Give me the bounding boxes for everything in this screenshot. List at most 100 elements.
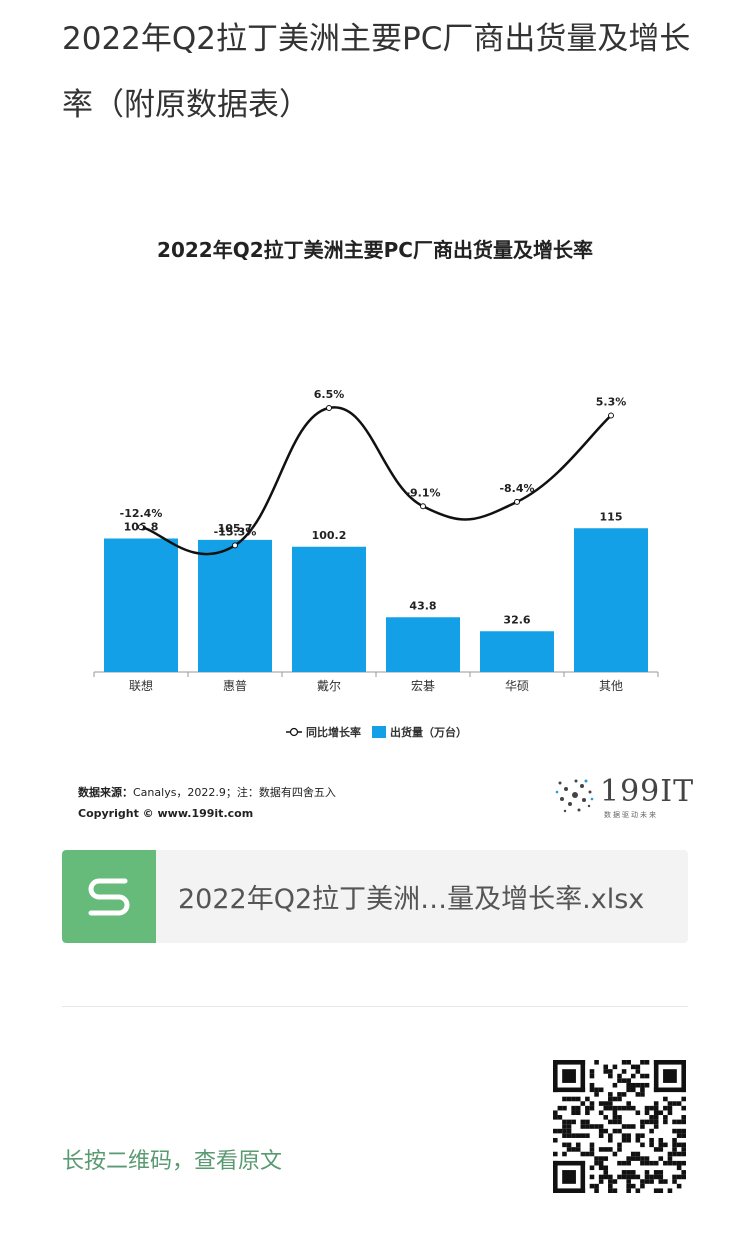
qr-module: [681, 1096, 686, 1102]
qr-module: [663, 1160, 668, 1166]
qr-module: [594, 1092, 599, 1097]
category-label: 其他: [599, 679, 623, 693]
qr-module: [672, 1151, 677, 1157]
qr-module: [626, 1156, 631, 1161]
qr-module: [630, 1183, 636, 1189]
qr-module: [621, 1174, 627, 1180]
qr-module: [640, 1133, 645, 1138]
qr-module: [644, 1170, 650, 1175]
qr-module: [640, 1179, 645, 1184]
qr-module: [644, 1060, 650, 1065]
qr-finder: [653, 1060, 659, 1093]
qr-module: [635, 1133, 641, 1138]
growth-point: [420, 503, 426, 510]
qr-module: [553, 1115, 558, 1120]
qr-module: [589, 1082, 595, 1088]
qr-module: [644, 1105, 650, 1111]
qr-module: [585, 1119, 590, 1125]
growth-point: [326, 405, 332, 411]
qr-module: [626, 1179, 631, 1184]
bar-4: [480, 631, 554, 672]
qr-module: [630, 1124, 636, 1129]
qr-module: [608, 1069, 613, 1074]
qr-module: [575, 1110, 581, 1116]
qr-module: [681, 1115, 686, 1120]
qr-module: [663, 1096, 668, 1102]
qr-module: [649, 1179, 654, 1184]
qr-finder: [681, 1060, 686, 1093]
category-label: 宏碁: [411, 678, 435, 693]
qr-module: [649, 1128, 654, 1134]
qr-module: [635, 1082, 641, 1088]
qr-finder: [553, 1188, 586, 1193]
qr-module: [653, 1170, 659, 1175]
qr-module: [653, 1110, 659, 1116]
qr-module: [621, 1078, 627, 1083]
qr-module: [553, 1137, 558, 1143]
category-label: 联想: [129, 678, 153, 693]
qr-module: [644, 1119, 650, 1125]
qr-module: [667, 1151, 673, 1157]
qr-module: [594, 1087, 599, 1093]
qr-module: [589, 1101, 595, 1106]
qr-module: [681, 1133, 686, 1138]
category-label: 惠普: [223, 679, 247, 693]
attachment-card[interactable]: 2022年Q2拉丁美洲…量及增长率.xlsx: [62, 850, 688, 943]
qr-module: [621, 1133, 627, 1138]
growth-point: [608, 412, 614, 419]
qr-module: [562, 1133, 567, 1138]
legend-shipments: 出货量（万台）: [390, 725, 467, 739]
qr-module: [635, 1137, 641, 1143]
qr-module: [580, 1133, 586, 1138]
qr-module: [589, 1183, 595, 1189]
qr-module: [672, 1147, 677, 1152]
qr-module: [658, 1156, 664, 1161]
qr-module: [594, 1160, 599, 1166]
qr-module: [676, 1174, 682, 1180]
qr-module: [553, 1151, 558, 1157]
qr-module: [635, 1174, 641, 1180]
qr-module: [612, 1105, 618, 1111]
qr-module: [640, 1183, 645, 1189]
qr-finder: [553, 1060, 558, 1093]
qr-module: [621, 1069, 627, 1074]
qr-code[interactable]: [553, 1060, 686, 1193]
qr-module: [557, 1128, 563, 1134]
qr-module: [644, 1110, 650, 1116]
qr-module: [630, 1105, 636, 1111]
bar-label: 105.7: [218, 522, 253, 535]
qr-module: [617, 1119, 622, 1125]
qr-module: [681, 1147, 686, 1152]
qr-module: [612, 1188, 618, 1193]
logo-mark-icon: [555, 779, 594, 813]
growth-label: -15.3%: [214, 525, 257, 538]
qr-module: [653, 1115, 659, 1120]
bar-label: 100.2: [312, 529, 347, 542]
qr-module: [640, 1119, 645, 1125]
qr-module: [663, 1115, 668, 1120]
qr-finder: [553, 1160, 586, 1166]
qr-module: [598, 1133, 604, 1138]
qr-module: [575, 1147, 581, 1152]
qr-module: [653, 1101, 659, 1106]
divider: [62, 1006, 688, 1007]
qr-module: [626, 1105, 631, 1111]
growth-label: -12.4%: [120, 507, 163, 520]
qr-module: [617, 1105, 622, 1111]
qr-module: [653, 1124, 659, 1129]
qr-module: [681, 1151, 686, 1157]
qr-module: [621, 1137, 627, 1143]
qr-module: [658, 1170, 664, 1175]
qr-module: [598, 1101, 604, 1106]
qr-module: [603, 1156, 609, 1161]
qr-module: [672, 1119, 677, 1125]
qr-module: [644, 1179, 650, 1184]
qr-module: [672, 1101, 677, 1106]
qr-module: [603, 1128, 609, 1134]
chart-image: 2022年Q2拉丁美洲主要PC厂商出货量及增长率 106.8联想105.7惠普1…: [62, 210, 693, 830]
qr-module: [653, 1160, 659, 1166]
qr-module: [640, 1060, 645, 1065]
qr-module: [608, 1105, 613, 1111]
bar-3: [386, 617, 460, 672]
qr-module: [585, 1133, 590, 1138]
